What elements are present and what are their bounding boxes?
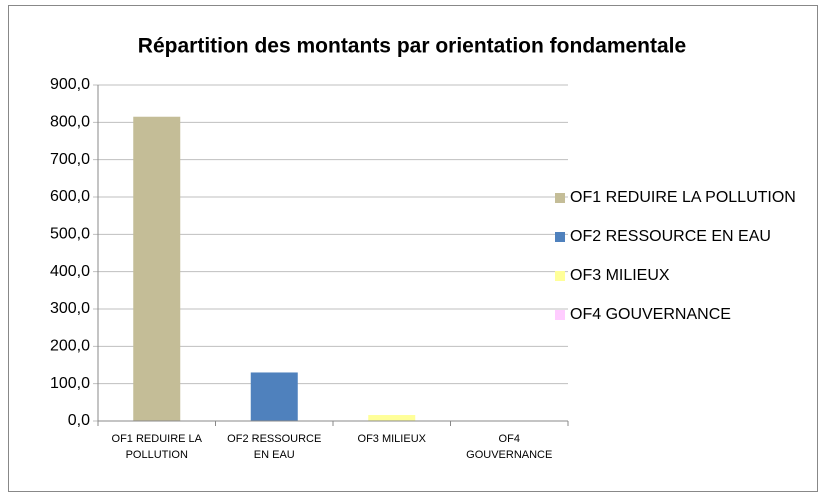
- y-tick-label: 600,0: [50, 188, 90, 205]
- y-tick-label: 100,0: [50, 375, 90, 392]
- y-tick-label: 200,0: [50, 338, 90, 355]
- x-tick-label: OF3 MILIEUX: [357, 433, 426, 445]
- bar: [133, 116, 181, 421]
- legend-label: OF2 RESSOURCE EN EAU: [570, 228, 771, 245]
- y-tick-label: 900,0: [50, 76, 90, 93]
- y-tick-label: 300,0: [50, 300, 90, 317]
- legend-swatch: [555, 232, 565, 242]
- bar: [368, 415, 416, 421]
- y-tick-label: 700,0: [50, 151, 90, 168]
- legend-swatch: [555, 271, 565, 281]
- y-tick-label: 0,0: [68, 412, 90, 429]
- x-tick-label: OF1 REDUIRE LA POLLUTION: [111, 433, 202, 461]
- bar: [250, 372, 298, 421]
- y-tick-label: 400,0: [50, 263, 90, 280]
- chart-title: Répartition des montants par orientation…: [138, 35, 686, 58]
- legend-swatch: [555, 310, 565, 320]
- x-tick-label: OF2 RESSOURCE EN EAU: [227, 433, 322, 461]
- y-tick-label: 500,0: [50, 226, 90, 243]
- y-tick-label: 800,0: [50, 114, 90, 131]
- legend-label: OF1 REDUIRE LA POLLUTION: [570, 189, 796, 206]
- legend-label: OF3 MILIEUX: [570, 267, 670, 284]
- legend-swatch: [555, 193, 565, 203]
- x-tick-label: OF4 GOUVERNANCE: [466, 433, 553, 461]
- legend-label: OF4 GOUVERNANCE: [570, 306, 731, 323]
